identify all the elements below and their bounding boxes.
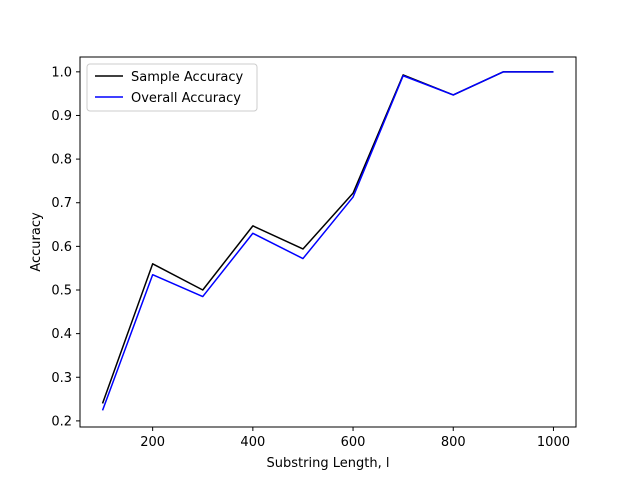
x-tick-label: 600 <box>341 435 366 450</box>
legend-label-sample-accuracy: Sample Accuracy <box>131 70 244 85</box>
y-tick-label: 0.2 <box>51 414 72 429</box>
legend-box <box>86 63 258 112</box>
y-tick-label: 0.6 <box>51 240 72 255</box>
y-tick-label: 0.7 <box>51 196 72 211</box>
x-tick-label: 200 <box>140 435 165 450</box>
x-tick-label: 800 <box>441 435 466 450</box>
y-tick-label: 0.8 <box>51 153 72 168</box>
series-line-overall-accuracy <box>101 71 554 411</box>
y-tick-label: 0.3 <box>51 371 72 386</box>
legend-label-overall-accuracy: Overall Accuracy <box>131 91 241 106</box>
y-tick-label: 0.5 <box>51 283 72 298</box>
series-layer <box>101 71 554 411</box>
y-axis-ticks: 0.2 0.3 0.4 0.5 0.6 0.7 0.8 0.9 1.0 <box>51 65 80 429</box>
x-axis-ticks: 200 400 600 800 1000 <box>140 427 570 450</box>
y-tick-label: 1.0 <box>51 65 72 80</box>
x-tick-label: 1000 <box>537 435 570 450</box>
x-axis-label: Substring Length, l <box>267 456 390 471</box>
y-axis-label: Accuracy <box>29 212 44 272</box>
y-tick-label: 0.9 <box>51 109 72 124</box>
x-tick-label: 400 <box>240 435 265 450</box>
plot-area <box>80 57 576 427</box>
legend: Sample Accuracy Overall Accuracy <box>86 63 258 112</box>
y-tick-label: 0.4 <box>51 327 72 342</box>
plot-frame <box>79 56 577 428</box>
